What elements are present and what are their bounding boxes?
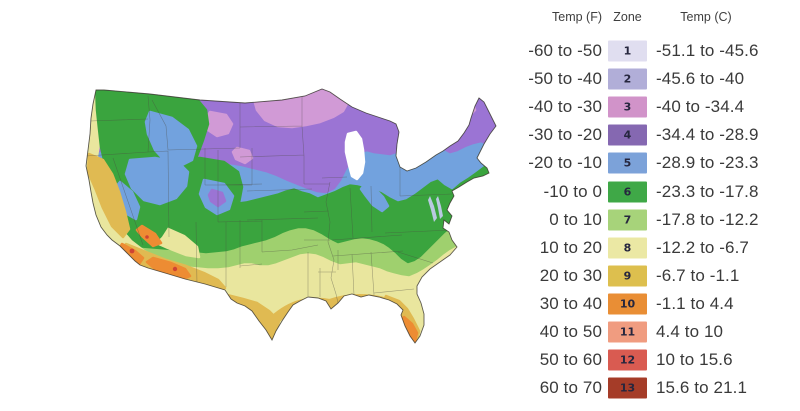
map-appalachian-blue-pocket <box>359 183 390 213</box>
legend-zone-swatch: 12 <box>608 349 647 371</box>
legend-temp-c-value: -17.8 to -12.2 <box>656 209 759 229</box>
legend-zone-number: 8 <box>623 241 632 255</box>
legend-temp-f-value: -40 to -30 <box>528 97 602 117</box>
map-hot-spot <box>145 235 149 239</box>
legend-zone-swatch: 9 <box>608 265 647 287</box>
legend-zone-swatch: 2 <box>608 68 647 90</box>
legend-row: -40 to -30 3 -40 to -34.4 <box>520 93 798 121</box>
legend-header-temp-c: Temp (C) <box>680 10 732 24</box>
legend-row: 10 to 20 8 -12.2 to -6.7 <box>520 234 798 262</box>
legend-temp-f-value: 10 to 20 <box>539 237 602 257</box>
legend-zone-swatch: 10 <box>608 293 647 315</box>
legend-temp-f-value: -60 to -50 <box>528 41 602 60</box>
chesapeake-bay <box>428 196 443 222</box>
legend-row: -10 to 0 6 -23.3 to -17.8 <box>520 178 798 206</box>
legend-zone-number: 7 <box>623 213 632 227</box>
legend-temp-c-value: -45.6 to -40 <box>656 69 745 89</box>
legend-row: -60 to -50 1 -51.1 to -45.6 <box>520 37 798 65</box>
legend-zone-number: 6 <box>623 185 632 198</box>
legend-temp-f-value: 40 to 50 <box>539 322 602 341</box>
legend-temp-c-value: -40 to -34.4 <box>656 97 745 117</box>
legend-zone-number: 4 <box>623 128 632 142</box>
legend-temp-c-value: -51.1 to -45.6 <box>656 41 759 60</box>
legend-header-zone: Zone <box>613 10 642 24</box>
legend-temp-c-value: 4.4 to 10 <box>656 322 724 341</box>
legend-temp-c-value: -1.1 to 4.4 <box>656 293 734 313</box>
legend-zone-swatch: 11 <box>608 321 647 343</box>
legend-zone-swatch: 3 <box>608 96 647 118</box>
legend-zone-swatch: 6 <box>608 181 647 202</box>
legend-temp-c-value: -23.3 to -17.8 <box>656 181 759 201</box>
legend-temp-c-value: -6.7 to -1.1 <box>656 265 740 285</box>
state-border-lines <box>86 95 453 304</box>
map-hot-spot <box>172 266 178 272</box>
legend-temp-c-value: -28.9 to -23.3 <box>656 153 759 173</box>
legend-temp-c-value: -12.2 to -6.7 <box>656 237 749 257</box>
legend-temp-f-value: -10 to 0 <box>543 181 602 201</box>
us-hardiness-map <box>85 88 497 344</box>
legend-temp-f-value: -30 to -20 <box>528 125 602 145</box>
legend-row: 50 to 60 12 10 to 15.6 <box>520 346 798 374</box>
legend-zone-swatch: 5 <box>608 152 647 174</box>
legend-temp-c-value: -34.4 to -28.9 <box>656 125 759 145</box>
legend-row: -50 to -40 2 -45.6 to -40 <box>520 65 798 93</box>
legend-zone-number: 10 <box>619 297 636 311</box>
legend-temp-f-value: 30 to 40 <box>539 293 602 313</box>
legend-zone-number: 3 <box>623 100 632 114</box>
map-hot-spot <box>129 248 135 254</box>
legend-temp-f-value: -20 to -10 <box>528 153 602 173</box>
lake-michigan <box>344 130 366 181</box>
legend-temp-f-value: -50 to -40 <box>528 69 602 89</box>
legend-temp-f-value: 50 to 60 <box>539 350 602 370</box>
legend-temp-c-value: 15.6 to 21.1 <box>656 378 747 398</box>
legend-zone-number: 13 <box>619 381 636 395</box>
legend-temp-f-value: 60 to 70 <box>539 378 602 398</box>
legend-row: -30 to -20 4 -34.4 to -28.9 <box>520 121 798 149</box>
legend-zone-number: 11 <box>619 325 636 339</box>
legend-row: 60 to 70 13 15.6 to 21.1 <box>520 374 798 402</box>
legend-zone-number: 5 <box>623 156 632 170</box>
legend-header-temp-f: Temp (F) <box>552 10 602 24</box>
legend-row: 20 to 30 9 -6.7 to -1.1 <box>520 262 798 290</box>
legend-row: 40 to 50 11 4.4 to 10 <box>520 318 798 346</box>
legend-zone-number: 2 <box>623 72 632 86</box>
legend-zone-number: 12 <box>619 353 636 367</box>
legend-zone-number: 1 <box>623 44 632 58</box>
legend-zone-swatch: 4 <box>608 124 647 146</box>
legend-row: -20 to -10 5 -28.9 to -23.3 <box>520 149 798 177</box>
legend-row: 30 to 40 10 -1.1 to 4.4 <box>520 290 798 318</box>
legend-temp-f-value: 0 to 10 <box>549 209 602 229</box>
legend-zone-swatch: 7 <box>608 209 647 231</box>
legend-row: 0 to 10 7 -17.8 to -12.2 <box>520 206 798 234</box>
legend-temp-c-value: 10 to 15.6 <box>656 350 733 370</box>
legend-zone-number: 9 <box>623 269 632 283</box>
legend-zone-swatch: 8 <box>608 237 647 259</box>
legend-table: Temp (F) Zone Temp (C) -60 to -50 1 -51.… <box>520 0 798 411</box>
legend-zone-swatch: 1 <box>608 40 647 62</box>
legend-temp-f-value: 20 to 30 <box>539 265 602 285</box>
map-west-blue-patches <box>113 110 235 221</box>
legend-zone-swatch: 13 <box>608 377 647 399</box>
